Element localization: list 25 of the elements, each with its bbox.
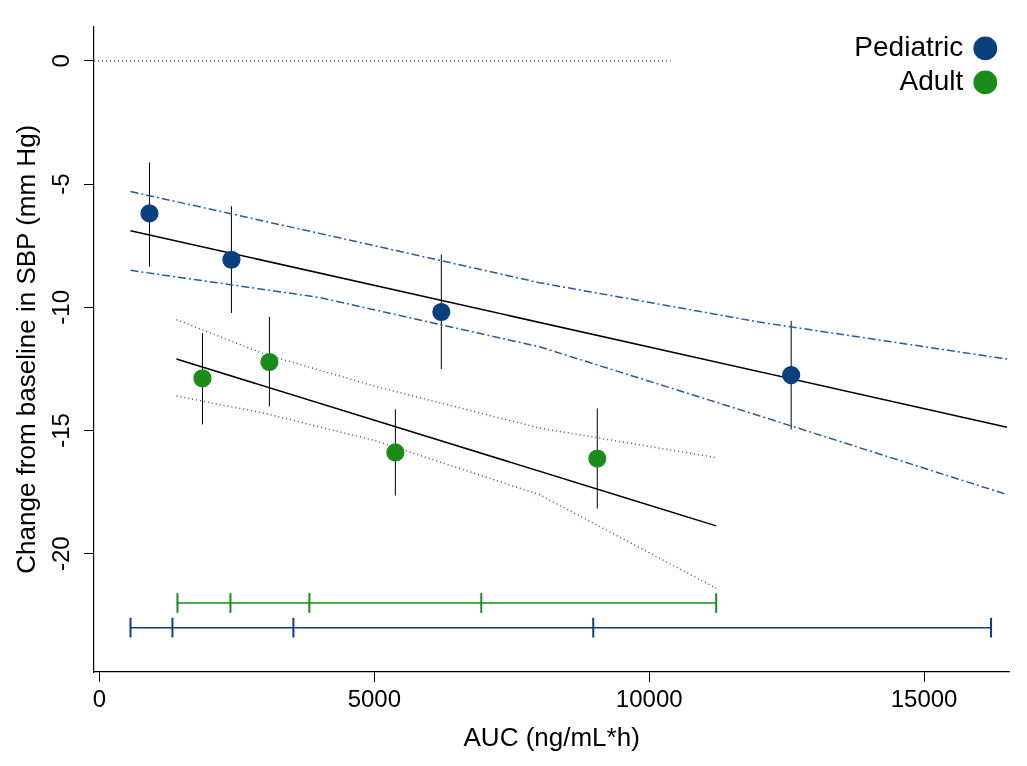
point	[193, 369, 212, 388]
legend-label: Pediatric	[854, 31, 964, 63]
point	[260, 352, 279, 372]
x-tick-label: 0	[92, 685, 107, 713]
y-tick-label: -15	[47, 413, 75, 448]
y-axis-title: Change from baseline in SBP (mm Hg)	[10, 124, 41, 574]
y-tick-label: -20	[47, 536, 75, 572]
line-series	[129, 190, 1008, 360]
line-series	[175, 395, 717, 589]
point	[386, 443, 405, 462]
y-tick-label: 0	[47, 54, 75, 68]
line-series	[129, 269, 1008, 496]
line-series	[175, 318, 717, 459]
point	[140, 204, 159, 223]
x-axis-title: AUC (ng/mL*h)	[463, 721, 640, 752]
x-tick-label: 5000	[347, 685, 402, 713]
point	[432, 302, 451, 322]
legend-label: Adult	[899, 65, 964, 97]
x-tick-label: 10000	[615, 685, 683, 713]
point	[782, 365, 801, 385]
point	[588, 449, 607, 468]
point	[222, 250, 241, 269]
y-tick-label: -10	[47, 289, 75, 325]
y-tick-label: -5	[47, 173, 75, 195]
x-tick-label: 15000	[890, 685, 958, 713]
